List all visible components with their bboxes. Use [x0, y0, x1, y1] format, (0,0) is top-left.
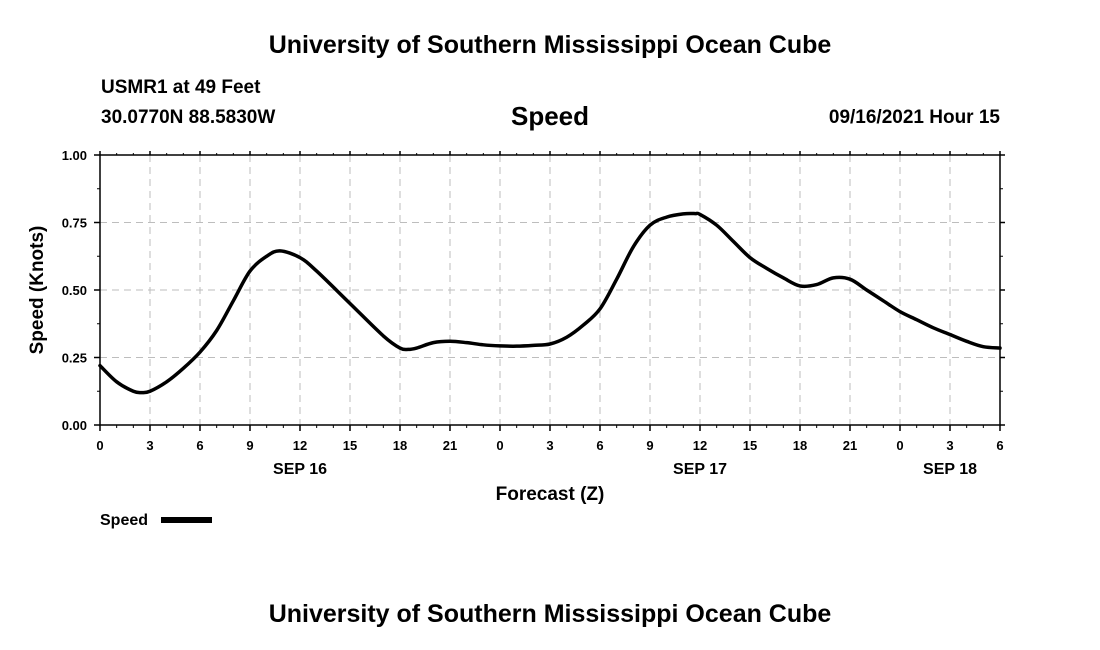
y-axis-title: Speed (Knots) — [27, 226, 48, 355]
x-tick-label: 0 — [96, 438, 103, 453]
grid-lines — [100, 155, 1000, 425]
station-label: USMR1 at 49 Feet — [101, 77, 261, 98]
y-tick-label: 0.00 — [62, 418, 87, 433]
x-tick-label: 0 — [896, 438, 903, 453]
date-label: SEP 18 — [923, 461, 977, 478]
x-tick-label: 9 — [246, 438, 253, 453]
x-tick-label: 0 — [496, 438, 503, 453]
x-tick-label: 18 — [393, 438, 407, 453]
x-tick-label: 6 — [196, 438, 203, 453]
x-tick-label: 15 — [343, 438, 357, 453]
y-tick-label: 0.75 — [62, 216, 87, 231]
date-labels: SEP 16 SEP 17 SEP 18 — [273, 461, 977, 478]
plot-frame — [99, 154, 1001, 426]
x-axis-title: Forecast (Z) — [496, 484, 605, 505]
y-tick-label: 0.50 — [62, 283, 87, 298]
y-tick-label: 0.25 — [62, 351, 87, 366]
x-tick-labels: 0 3 6 9 12 15 18 21 0 3 6 9 12 15 18 21 0 3 6 — [96, 438, 1003, 453]
x-tick-label: 12 — [693, 438, 707, 453]
speed-series-line — [98, 211, 1002, 395]
x-tick-label: 6 — [996, 438, 1003, 453]
x-tick-label: 21 — [843, 438, 857, 453]
page-title-top: University of Southern Mississippi Ocean… — [268, 31, 832, 59]
y-tick-labels: 0.00 0.25 0.50 0.75 1.00 — [62, 148, 87, 433]
y-tick-label: 1.00 — [62, 148, 87, 163]
page-title-bottom: University of Southern Mississippi Ocean… — [268, 600, 832, 628]
x-tick-label: 3 — [546, 438, 553, 453]
datetime-label: 09/16/2021 Hour 15 — [828, 107, 1000, 128]
date-label: SEP 17 — [673, 461, 727, 478]
x-tick-label: 21 — [443, 438, 457, 453]
x-tick-label: 12 — [293, 438, 307, 453]
x-tick-label: 18 — [793, 438, 807, 453]
x-tick-label: 3 — [946, 438, 953, 453]
x-tick-label: 3 — [146, 438, 153, 453]
legend: Speed — [100, 512, 212, 529]
coordinates-label: 30.0770N 88.5830W — [101, 107, 276, 128]
date-label: SEP 16 — [273, 461, 327, 478]
x-tick-label: 6 — [596, 438, 603, 453]
legend-label-speed: Speed — [100, 512, 148, 529]
chart-title: Speed — [510, 101, 590, 131]
x-tick-label: 15 — [743, 438, 757, 453]
x-tick-label: 9 — [646, 438, 653, 453]
